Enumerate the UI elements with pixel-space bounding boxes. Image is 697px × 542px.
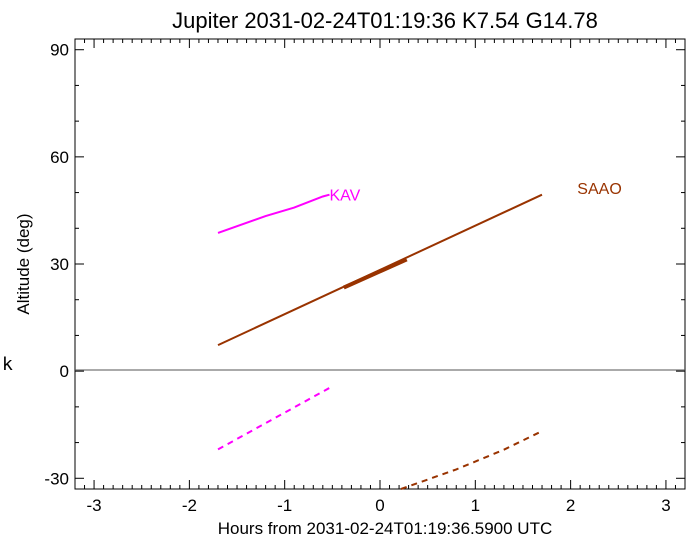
y-axis-label: Altitude (deg) bbox=[14, 213, 33, 314]
y-tick-label: 30 bbox=[50, 255, 69, 274]
series-line-segment-4 bbox=[400, 430, 543, 490]
chart-title: Jupiter 2031-02-24T01:19:36 K7.54 G14.78 bbox=[172, 8, 598, 33]
x-tick-label: -1 bbox=[277, 496, 292, 515]
series-line-segment-1 bbox=[217, 387, 330, 451]
x-tick-label: 2 bbox=[566, 496, 575, 515]
series-label-kav: KAV bbox=[329, 188, 360, 205]
x-axis-label: Hours from 2031-02-24T01:19:36.5900 UTC bbox=[218, 519, 553, 538]
series-line-kav bbox=[217, 193, 330, 234]
x-tick-label: 1 bbox=[471, 496, 480, 515]
plot-frame bbox=[74, 38, 686, 490]
series-label-saao: SAAO bbox=[577, 181, 621, 198]
x-tick-label: -3 bbox=[87, 496, 102, 515]
series-line-segment-3 bbox=[342, 257, 408, 290]
y-axis-ticks: -30 0 30 60 90 bbox=[44, 41, 685, 488]
y-tick-label: -30 bbox=[44, 469, 69, 488]
x-axis-ticks: -3 -2 -1 0 1 2 3 bbox=[84, 39, 676, 515]
y-tick-label: 60 bbox=[50, 148, 69, 167]
y-tick-label: 0 bbox=[60, 362, 69, 381]
x-tick-label: 3 bbox=[661, 496, 670, 515]
x-tick-label: -2 bbox=[182, 496, 197, 515]
x-tick-label: 0 bbox=[375, 496, 384, 515]
series-layer bbox=[217, 193, 543, 490]
side-mark: k bbox=[2, 354, 13, 375]
series-labels: KAV SAAO bbox=[329, 181, 621, 205]
y-tick-label: 90 bbox=[50, 41, 69, 60]
